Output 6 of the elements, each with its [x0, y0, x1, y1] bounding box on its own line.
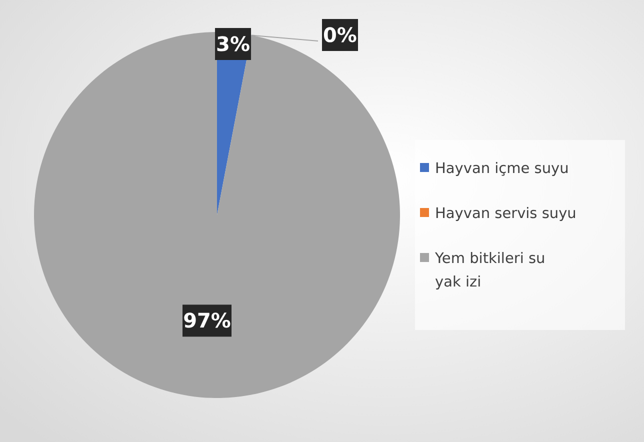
legend-label: Yem bitkileri su yak izi [434, 251, 546, 290]
legend-label: Hayvan servis suyu [435, 206, 576, 222]
data-label: 3% [216, 32, 250, 56]
legend-label: Hayvan içme suyu [435, 161, 569, 178]
text: 0% [323, 23, 357, 47]
data-label: 97% [183, 308, 231, 333]
